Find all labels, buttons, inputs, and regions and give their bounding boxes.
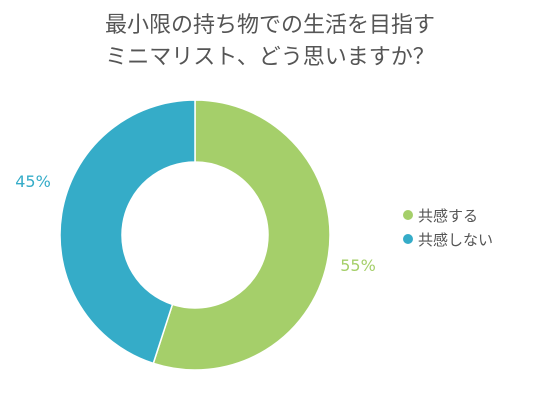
donut-slice-disagree[interactable]: [59, 99, 196, 365]
slice-value-label-disagree: 45%: [15, 172, 51, 191]
legend-marker-agree: [403, 210, 413, 220]
chart-title: 最小限の持ち物での生活を目指す ミニマリスト、どう思いますか？: [0, 10, 540, 74]
legend-item-disagree[interactable]: 共感しない: [403, 227, 493, 251]
legend-label-disagree: 共感しない: [418, 230, 494, 249]
chart-legend: 共感する 共感しない: [403, 203, 493, 251]
legend-item-agree[interactable]: 共感する: [403, 203, 493, 227]
legend-marker-disagree: [403, 234, 413, 244]
legend-label-agree: 共感する: [418, 206, 479, 225]
donut-slice-agree[interactable]: [152, 99, 331, 371]
slice-value-label-agree: 55%: [340, 256, 376, 275]
chart-title-line-1: 最小限の持ち物での生活を目指す: [104, 13, 435, 38]
chart-title-line-2: ミニマリスト、どう思いますか？: [105, 45, 435, 70]
